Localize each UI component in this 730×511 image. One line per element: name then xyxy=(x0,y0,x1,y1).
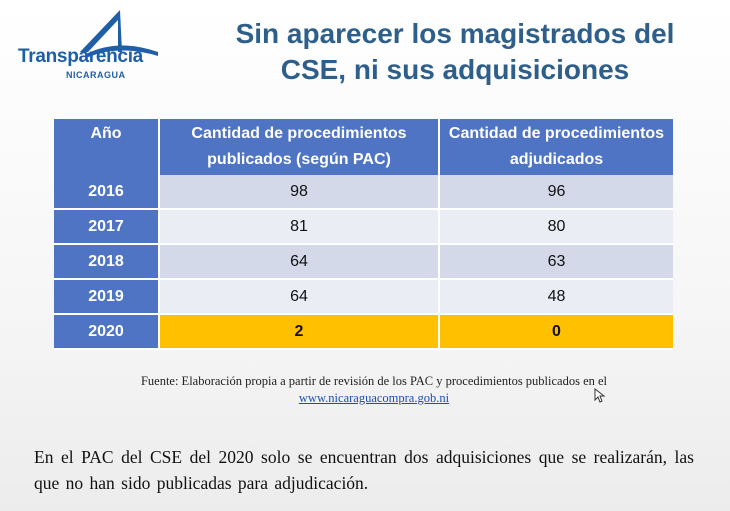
data-table: Año Cantidad de procedimientos publicado… xyxy=(54,119,673,350)
cell-year: 2016 xyxy=(54,175,159,209)
table-row: 2016 98 96 xyxy=(54,175,673,209)
logo-subtitle: NICARAGUA xyxy=(66,70,126,80)
cell-year: 2019 xyxy=(54,279,159,314)
header-awarded: Cantidad de procedimientos adjudicados xyxy=(439,119,673,175)
header-published: Cantidad de procedimientos publicados (s… xyxy=(159,119,439,175)
cell-year: 2018 xyxy=(54,244,159,279)
page-title: Sin aparecer los magistrados del CSE, ni… xyxy=(200,16,710,88)
cell-published: 64 xyxy=(159,244,439,279)
cell-awarded: 63 xyxy=(439,244,673,279)
logo: Transparencia NICARAGUA xyxy=(18,8,158,88)
cell-awarded: 48 xyxy=(439,279,673,314)
cell-published: 81 xyxy=(159,209,439,244)
source-link[interactable]: www.nicaraguacompra.gob.ni xyxy=(299,391,449,405)
source-text: Fuente: Elaboración propia a partir de r… xyxy=(141,374,607,388)
cell-awarded: 96 xyxy=(439,175,673,209)
cell-published: 64 xyxy=(159,279,439,314)
cell-year: 2020 xyxy=(54,314,159,349)
logo-text: Transparencia xyxy=(18,46,143,68)
cell-awarded: 80 xyxy=(439,209,673,244)
table-row: 2019 64 48 xyxy=(54,279,673,314)
table-row-highlighted: 2020 2 0 xyxy=(54,314,673,349)
header-year: Año xyxy=(54,119,159,175)
cell-published: 2 xyxy=(159,314,439,349)
table-header-row: Año Cantidad de procedimientos publicado… xyxy=(54,119,673,175)
table-row: 2017 81 80 xyxy=(54,209,673,244)
table-row: 2018 64 63 xyxy=(54,244,673,279)
cell-published: 98 xyxy=(159,175,439,209)
cell-year: 2017 xyxy=(54,209,159,244)
cell-awarded: 0 xyxy=(439,314,673,349)
summary-paragraph: En el PAC del CSE del 2020 solo se encue… xyxy=(34,444,694,496)
mouse-cursor-icon xyxy=(594,388,606,404)
